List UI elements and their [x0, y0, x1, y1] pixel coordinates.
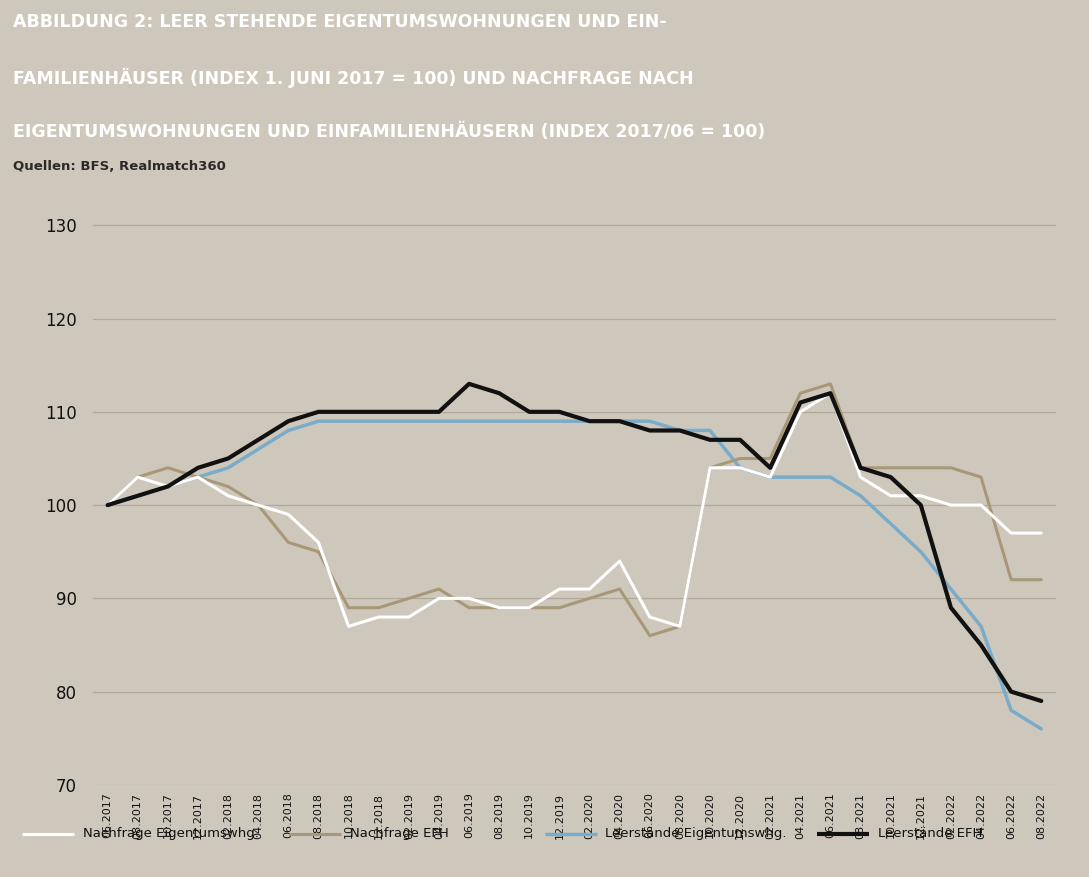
Text: Leerstände EFH: Leerstände EFH: [878, 827, 982, 840]
Text: EIGENTUMSWOHNUNGEN UND EINFAMILIENHÄUSERN (INDEX 2017/06 = 100): EIGENTUMSWOHNUNGEN UND EINFAMILIENHÄUSER…: [13, 123, 766, 141]
Text: Nachfrage Eigentumswhg.: Nachfrage Eigentumswhg.: [83, 827, 259, 840]
Text: Nachfrage EFH: Nachfrage EFH: [350, 827, 449, 840]
Text: ABBILDUNG 2: LEER STEHENDE EIGENTUMSWOHNUNGEN UND EIN-: ABBILDUNG 2: LEER STEHENDE EIGENTUMSWOHN…: [13, 13, 666, 32]
Text: Quellen: BFS, Realmatch360: Quellen: BFS, Realmatch360: [13, 160, 225, 174]
Text: Leerstände Eigentumswhg.: Leerstände Eigentumswhg.: [605, 827, 787, 840]
Text: FAMILIENHÄUSER (INDEX 1. JUNI 2017 = 100) UND NACHFRAGE NACH: FAMILIENHÄUSER (INDEX 1. JUNI 2017 = 100…: [13, 68, 694, 88]
